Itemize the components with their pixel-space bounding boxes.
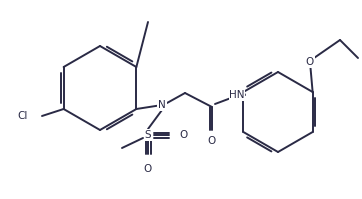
Text: N: N xyxy=(158,100,166,110)
Text: Cl: Cl xyxy=(18,111,28,121)
Text: HN: HN xyxy=(229,90,245,100)
Text: O: O xyxy=(208,136,216,146)
Text: S: S xyxy=(145,130,151,140)
Text: O: O xyxy=(306,57,314,67)
Text: O: O xyxy=(179,130,187,140)
Text: O: O xyxy=(144,164,152,174)
